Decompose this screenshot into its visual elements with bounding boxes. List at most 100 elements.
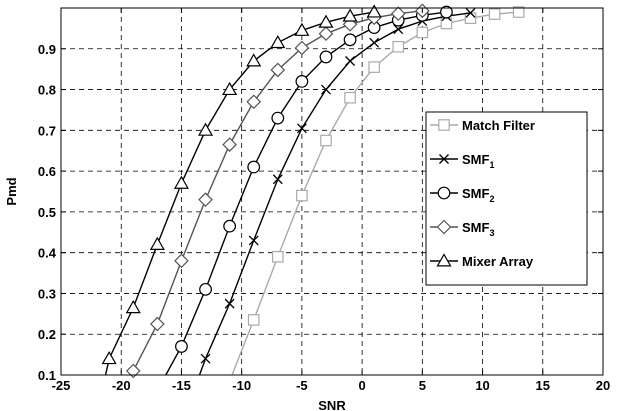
y-tick-label: 0.5: [38, 205, 56, 220]
data-point: [198, 192, 213, 208]
data-point: [248, 235, 259, 246]
data-point: [199, 282, 212, 296]
data-point: [342, 8, 358, 22]
data-point: [321, 84, 331, 95]
data-point: [247, 314, 260, 326]
data-point: [197, 122, 214, 136]
data-point: [369, 37, 380, 48]
legend-label-main: Match Filter: [462, 118, 535, 133]
series-0: [231, 6, 525, 376]
data-point: [270, 62, 286, 78]
data-point: [222, 137, 237, 152]
data-point: [246, 53, 262, 67]
x-tick-label: 20: [596, 378, 610, 393]
data-point: [512, 6, 525, 18]
x-tick-label: 5: [419, 378, 426, 393]
data-point: [175, 340, 188, 353]
data-point: [224, 298, 235, 309]
legend-label: SMF1: [462, 152, 494, 170]
plot-frame: [60, 7, 604, 376]
data-point: [416, 26, 429, 39]
legend-item: SMF2: [430, 186, 494, 204]
legend-label-subscript: 2: [489, 194, 494, 204]
data-point: [150, 316, 165, 332]
data-point: [392, 40, 405, 53]
data-point: [345, 56, 356, 66]
y-tick-label: 0.4: [38, 246, 57, 261]
legend-label-main: SMF: [462, 220, 490, 235]
data-point: [174, 253, 189, 269]
data-point: [295, 74, 309, 88]
data-point: [320, 134, 332, 147]
y-tick-label: 0.7: [38, 123, 56, 138]
legend-label-main: SMF: [462, 152, 490, 167]
legend-marker: [436, 253, 452, 267]
data-point: [368, 61, 380, 73]
legend-marker: [437, 186, 451, 200]
series-layer: [101, 3, 525, 379]
y-tick-label: 0.8: [38, 83, 56, 98]
data-point: [296, 189, 308, 202]
series-4: [101, 4, 382, 376]
data-point: [270, 34, 286, 49]
data-point: [296, 123, 307, 134]
legend-item: Mixer Array: [430, 253, 534, 269]
data-point: [101, 350, 117, 365]
data-point: [464, 12, 477, 24]
legend-label-main: SMF: [462, 186, 490, 201]
data-point: [246, 94, 262, 110]
data-point: [344, 91, 356, 104]
y-tick-label: 0.3: [38, 286, 56, 301]
data-point: [488, 8, 501, 20]
x-tick-label: 0: [358, 378, 365, 393]
x-tick-label: -15: [172, 378, 191, 393]
legend-item: SMF1: [430, 152, 494, 170]
legend-label: SMF3: [462, 220, 494, 238]
x-tick-label: 10: [475, 378, 489, 393]
x-tick-label: -10: [232, 378, 251, 393]
ticks: -25 -20 -15 -10 -5 0 5 10 15 20 0.1 0.2 0.3 0.4 0.5 0.6…: [38, 8, 610, 393]
data-point: [393, 24, 404, 35]
x-tick-label: 15: [536, 378, 550, 393]
legend-marker: [438, 119, 450, 131]
legend-label: SMF2: [462, 186, 494, 204]
data-point: [294, 22, 310, 36]
data-point: [125, 300, 141, 314]
data-point: [271, 111, 285, 125]
data-point: [272, 250, 284, 263]
legend-item: Match Filter: [430, 118, 535, 133]
data-point: [294, 40, 310, 56]
data-point: [318, 14, 334, 28]
data-point: [318, 26, 334, 42]
y-tick-label: 0.6: [38, 164, 56, 179]
y-tick-label: 0.9: [38, 42, 56, 57]
legend-marker: [439, 154, 449, 164]
data-point: [465, 7, 476, 18]
legend-label-main: Mixer Array: [462, 254, 534, 269]
legend-label: Mixer Array: [462, 254, 534, 269]
data-point: [343, 33, 357, 47]
legend-item: SMF3: [430, 219, 494, 238]
x-axis-label: SNR: [318, 398, 346, 411]
data-point: [272, 174, 283, 185]
legend-box: [425, 111, 588, 286]
legend-label: Match Filter: [462, 118, 535, 133]
data-point: [247, 160, 261, 174]
legend-label-subscript: 1: [489, 160, 494, 170]
x-tick-label: -20: [112, 378, 131, 393]
data-point: [222, 81, 238, 96]
data-point: [200, 353, 211, 364]
legend-marker: [436, 219, 452, 235]
data-point: [390, 6, 406, 22]
x-tick-label: -5: [296, 378, 308, 393]
data-point: [223, 219, 237, 233]
data-point: [319, 50, 333, 64]
y-axis-label: Pmd: [4, 177, 19, 205]
y-tick-label: 0.2: [38, 327, 56, 342]
legend-label-subscript: 3: [489, 228, 494, 238]
data-point: [440, 5, 453, 19]
data-point: [366, 4, 382, 18]
x-tick-label: -25: [52, 378, 71, 393]
